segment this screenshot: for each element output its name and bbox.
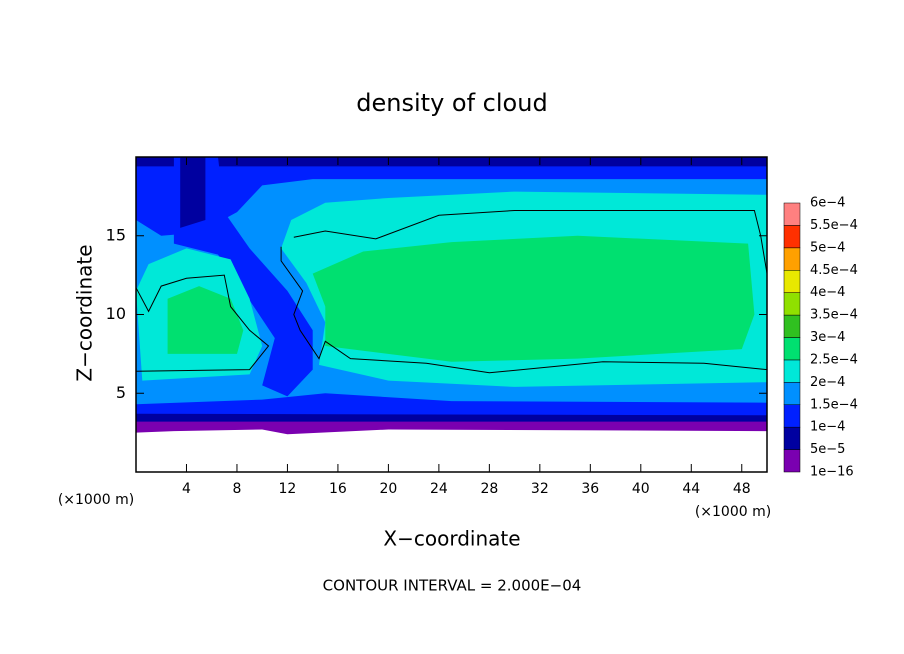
x-tick-label: 12 xyxy=(279,481,297,497)
contour-line xyxy=(135,274,270,372)
colorbar-label: 6e−4 xyxy=(810,196,845,211)
colorbar-label: 5e−5 xyxy=(810,442,845,457)
y-tick-label: 10 xyxy=(106,304,126,323)
colorbar-label: 2e−4 xyxy=(810,375,845,390)
x-tick-label: 16 xyxy=(329,481,347,497)
colorbar-box xyxy=(783,404,801,428)
x-tick-label: 28 xyxy=(480,481,498,497)
colorbar-box xyxy=(783,202,801,226)
colorbar-box xyxy=(783,314,801,338)
contour-region xyxy=(312,235,755,362)
colorbar-label: 1e−16 xyxy=(810,465,854,480)
contour-line xyxy=(280,210,768,374)
x-tick-label: 8 xyxy=(232,481,241,497)
annotation: CONTOUR INTERVAL = 2.000E−04 xyxy=(323,577,582,595)
contour-region xyxy=(180,157,206,228)
colorbar-box xyxy=(783,382,801,406)
x-tick-label: 32 xyxy=(531,481,549,497)
x-axis-label: X−coordinate xyxy=(383,527,520,551)
x-tick-label: 20 xyxy=(379,481,397,497)
contour-region xyxy=(173,157,313,397)
x-unit-label: (×1000 m) xyxy=(58,492,134,508)
chart-title: density of cloud xyxy=(356,89,547,117)
x-tick-label: 24 xyxy=(430,481,448,497)
colorbar-box xyxy=(783,359,801,383)
colorbar-label: 3e−4 xyxy=(810,330,845,345)
colorbar-label: 5e−4 xyxy=(810,240,845,255)
colorbar-label: 3.5e−4 xyxy=(810,308,858,323)
contour-region xyxy=(167,286,244,354)
colorbar-box xyxy=(783,337,801,361)
y-axis-label: Z−coordinate xyxy=(73,244,97,381)
colorbar-box xyxy=(783,449,801,473)
colorbar-box xyxy=(783,292,801,316)
colorbar-label: 5.5e−4 xyxy=(810,218,858,233)
x-unit-label: (×1000 m) xyxy=(695,504,771,520)
colorbar-label: 4.5e−4 xyxy=(810,263,858,278)
x-tick-label: 4 xyxy=(182,481,191,497)
y-tick-label: 15 xyxy=(106,225,126,244)
colorbar-box xyxy=(783,225,801,249)
colorbar-box xyxy=(783,247,801,271)
x-tick-label: 44 xyxy=(682,481,700,497)
colorbar-label: 1e−4 xyxy=(810,420,845,435)
colorbar-label: 4e−4 xyxy=(810,285,845,300)
colorbar-box xyxy=(783,426,801,450)
colorbar-label: 2.5e−4 xyxy=(810,352,858,367)
colorbar-label: 1.5e−4 xyxy=(810,397,858,412)
x-tick-label: 40 xyxy=(632,481,650,497)
colorbar-box xyxy=(783,270,801,293)
x-tick-label: 48 xyxy=(733,481,751,497)
y-tick-label: 5 xyxy=(116,383,126,402)
x-tick-label: 36 xyxy=(581,481,599,497)
